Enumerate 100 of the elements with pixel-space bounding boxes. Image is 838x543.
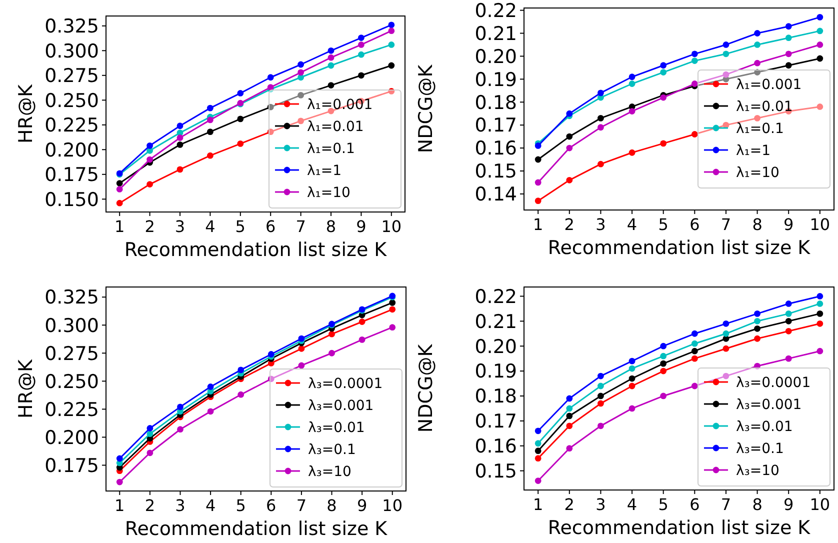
point xyxy=(534,455,542,462)
x-tick-label: 10 xyxy=(810,495,830,514)
point xyxy=(116,200,123,206)
point xyxy=(598,422,604,430)
legend-label: λ₃=0.1 xyxy=(736,441,784,457)
point xyxy=(298,362,305,369)
point xyxy=(328,350,335,356)
x-tick-label: 1 xyxy=(114,496,125,515)
point xyxy=(358,42,364,48)
point xyxy=(628,74,636,80)
point xyxy=(176,141,184,148)
point xyxy=(754,69,760,76)
x-tick-label: 8 xyxy=(326,217,336,236)
y-tick-label: 0.18 xyxy=(474,386,517,408)
point xyxy=(237,116,244,122)
point xyxy=(628,108,636,114)
point xyxy=(566,422,573,430)
legend-label: λ₁=0.01 xyxy=(736,99,793,115)
x-tick-label: 9 xyxy=(356,217,366,236)
x-tick-label: 3 xyxy=(596,495,606,514)
x-tick-label: 8 xyxy=(752,495,762,514)
y-tick-label: 0.22 xyxy=(474,286,517,308)
y-tick-label: 0.225 xyxy=(44,398,99,421)
legend-label: λ₁=10 xyxy=(307,185,350,201)
y-axis-title: NDCG@K xyxy=(415,344,437,433)
point xyxy=(534,448,542,454)
point xyxy=(298,69,304,76)
x-tick-label: 7 xyxy=(296,217,306,236)
point xyxy=(754,362,760,370)
x-tick-label: 5 xyxy=(658,215,668,234)
point xyxy=(722,330,730,337)
point xyxy=(566,405,573,412)
x-tick-label: 4 xyxy=(626,495,638,514)
x-tick-label: 9 xyxy=(784,495,794,514)
point xyxy=(722,372,730,380)
point xyxy=(816,320,824,327)
point xyxy=(754,325,760,332)
point xyxy=(785,23,792,30)
point xyxy=(691,50,698,58)
x-tick-label: 5 xyxy=(235,217,246,236)
x-tick-label: 1 xyxy=(532,495,544,514)
y-tick-label: 0.250 xyxy=(44,90,99,112)
legend-label: λ₁=0.01 xyxy=(307,119,364,135)
point xyxy=(267,104,274,110)
x-tick-label: 10 xyxy=(382,496,403,515)
x-tick-label: 6 xyxy=(690,215,700,234)
point xyxy=(176,122,184,130)
point xyxy=(176,134,184,141)
y-tick-label: 0.21 xyxy=(474,22,517,45)
x-axis-title: Recommendation list size K xyxy=(548,517,811,539)
point xyxy=(238,391,244,398)
point xyxy=(785,328,792,334)
y-tick-label: 0.275 xyxy=(44,342,99,365)
point xyxy=(816,300,824,307)
x-tick-label: 1 xyxy=(114,217,125,236)
y-tick-label: 0.19 xyxy=(474,68,517,91)
point xyxy=(816,104,824,110)
y-axis-title: NDCG@K xyxy=(415,64,437,154)
legend-label: λ₁=1 xyxy=(307,163,342,179)
x-tick-label: 6 xyxy=(266,217,276,236)
point xyxy=(598,372,604,380)
legend-label: λ₁=10 xyxy=(736,165,780,181)
point xyxy=(628,358,636,364)
y-axis-title: HR@K xyxy=(15,358,37,418)
point xyxy=(691,330,698,337)
x-tick-label: 8 xyxy=(752,215,762,234)
point xyxy=(722,320,730,327)
point xyxy=(116,186,123,192)
x-tick-label: 10 xyxy=(810,215,830,234)
y-tick-label: 0.16 xyxy=(474,138,517,160)
legend-label: λ₃=0.001 xyxy=(308,398,374,414)
point xyxy=(754,114,760,122)
point xyxy=(785,62,792,69)
point xyxy=(691,131,698,138)
point xyxy=(722,71,730,78)
point xyxy=(207,384,214,390)
point xyxy=(534,428,542,434)
point xyxy=(206,128,214,136)
x-tick-label: 5 xyxy=(236,496,246,515)
point xyxy=(816,310,824,317)
point xyxy=(388,22,395,28)
legend-label: λ₁=0.001 xyxy=(736,77,802,93)
point xyxy=(598,160,604,168)
point xyxy=(785,34,792,42)
point xyxy=(785,318,792,324)
point xyxy=(268,351,274,358)
point xyxy=(267,74,274,81)
point xyxy=(816,28,824,34)
point xyxy=(660,94,667,101)
point xyxy=(238,366,244,374)
x-tick-label: 9 xyxy=(784,215,794,234)
point xyxy=(691,58,698,64)
point xyxy=(660,360,667,367)
point xyxy=(177,426,184,433)
point xyxy=(628,365,636,372)
point xyxy=(566,395,573,402)
point xyxy=(206,104,214,112)
point xyxy=(785,50,792,58)
point xyxy=(754,318,760,324)
y-tick-label: 0.20 xyxy=(474,46,517,68)
